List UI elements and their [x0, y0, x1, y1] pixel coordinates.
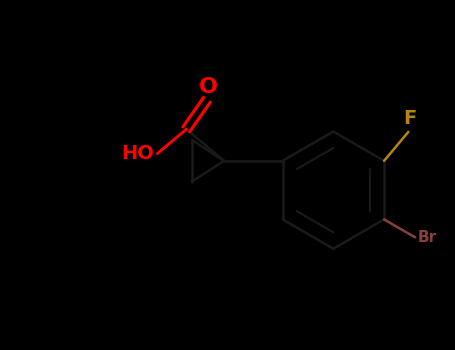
Text: HO: HO: [121, 144, 154, 163]
Text: F: F: [404, 109, 417, 128]
Text: Br: Br: [417, 230, 437, 245]
Text: O: O: [199, 77, 218, 97]
